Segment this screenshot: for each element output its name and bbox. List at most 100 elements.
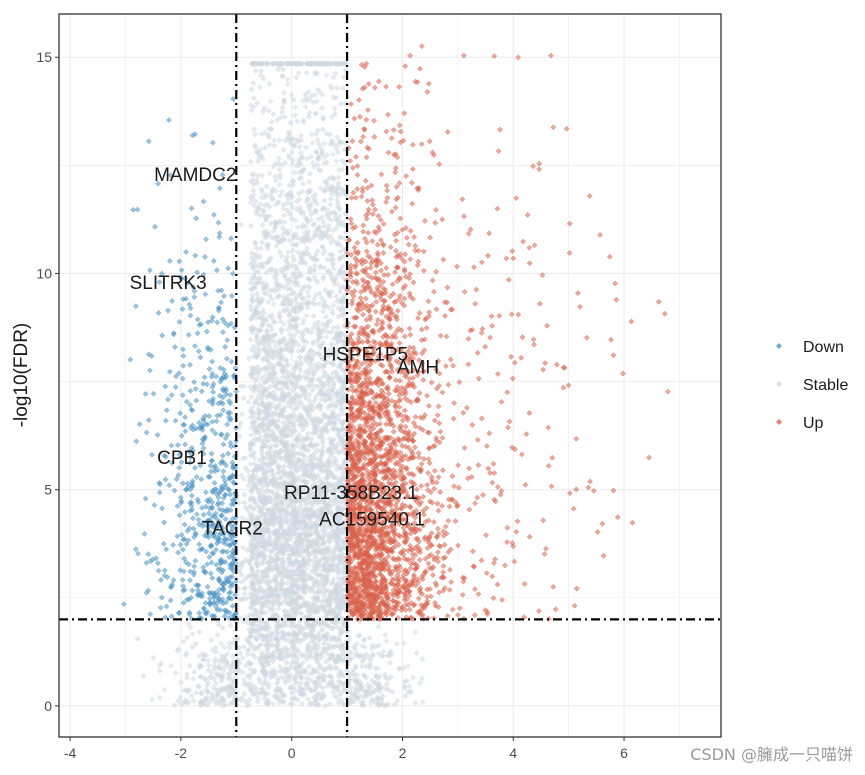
point-stable <box>323 72 330 79</box>
point-stable <box>289 149 296 156</box>
point-stable <box>294 118 301 125</box>
point-stable <box>336 166 343 173</box>
point-stable <box>310 313 317 320</box>
point-stable <box>281 219 288 226</box>
point-stable <box>187 624 194 631</box>
point-stable <box>283 659 290 666</box>
point-stable <box>226 644 233 651</box>
point-stable <box>291 169 298 176</box>
point-stable <box>240 383 247 390</box>
point-stable <box>140 673 147 679</box>
point-stable <box>419 699 426 705</box>
data-points <box>120 43 671 709</box>
point-stable <box>150 654 157 661</box>
point-stable <box>330 302 337 309</box>
point-stable <box>319 214 326 220</box>
point-stable <box>188 693 195 699</box>
point-stable <box>241 590 248 597</box>
point-stable <box>295 69 302 76</box>
point-stable <box>248 303 254 310</box>
point-stable <box>307 170 313 177</box>
point-stable <box>255 172 262 179</box>
point-stable <box>186 662 193 669</box>
point-stable <box>323 313 330 320</box>
point-stable <box>280 146 287 153</box>
point-stable <box>271 142 278 149</box>
point-stable <box>191 669 198 676</box>
point-stable <box>326 701 333 708</box>
point-stable <box>248 86 255 93</box>
point-stable <box>320 308 327 315</box>
point-stable <box>268 220 275 227</box>
point-stable <box>306 663 313 670</box>
point-stable <box>266 80 273 87</box>
point-stable <box>321 140 328 147</box>
point-stable <box>303 144 310 151</box>
point-stable <box>244 702 251 709</box>
point-stable <box>171 702 178 709</box>
point-stable <box>323 334 330 341</box>
point-stable <box>400 639 407 646</box>
point-stable <box>287 119 294 126</box>
point-stable <box>359 642 366 649</box>
point-stable <box>312 110 319 117</box>
point-stable <box>205 657 212 664</box>
point-stable <box>190 697 197 704</box>
point-stable <box>266 142 273 148</box>
point-stable <box>319 105 326 112</box>
point-stable <box>183 674 190 681</box>
point-stable <box>412 700 419 706</box>
point-stable <box>177 694 184 701</box>
point-stable <box>295 190 302 197</box>
point-stable <box>172 669 179 676</box>
point-stable <box>394 640 400 647</box>
point-stable <box>189 630 196 637</box>
point-stable <box>277 171 284 178</box>
point-stable <box>280 66 286 73</box>
point-stable <box>330 151 336 158</box>
point-stable <box>279 104 286 111</box>
point-stable <box>306 397 313 404</box>
point-stable <box>237 433 243 440</box>
point-stable <box>292 104 299 111</box>
point-stable <box>306 178 313 185</box>
point-stable <box>337 691 344 698</box>
point-stable <box>253 245 260 252</box>
point-stable <box>205 662 212 669</box>
point-stable <box>334 324 341 331</box>
point-stable <box>258 486 265 493</box>
point-stable <box>256 84 263 91</box>
point-stable <box>240 644 247 651</box>
point-stable <box>196 629 203 635</box>
point-stable <box>238 411 245 418</box>
point-stable <box>311 262 318 269</box>
point-stable <box>263 183 270 190</box>
point-stable <box>266 170 273 177</box>
point-stable <box>333 293 340 300</box>
point-stable <box>238 221 245 228</box>
point-stable <box>333 158 340 165</box>
point-stable <box>305 696 311 703</box>
point-stable <box>413 650 420 656</box>
point-stable <box>333 84 340 91</box>
point-stable <box>340 73 347 80</box>
point-stable <box>320 126 326 133</box>
point-stable <box>268 119 275 125</box>
point-stable <box>288 92 295 99</box>
point-stable <box>239 654 246 661</box>
point-stable <box>366 635 373 641</box>
point-stable <box>250 80 257 87</box>
point-stable <box>241 499 248 506</box>
point-stable <box>200 656 207 663</box>
point-stable <box>134 635 141 642</box>
point-stable <box>251 126 258 133</box>
point-stable <box>402 693 409 700</box>
point-stable <box>321 197 328 204</box>
point-stable <box>276 166 283 173</box>
point-stable <box>240 676 247 683</box>
point-stable <box>299 700 306 707</box>
point-stable <box>257 245 264 252</box>
point-stable <box>334 134 341 140</box>
point-stable <box>309 139 316 146</box>
